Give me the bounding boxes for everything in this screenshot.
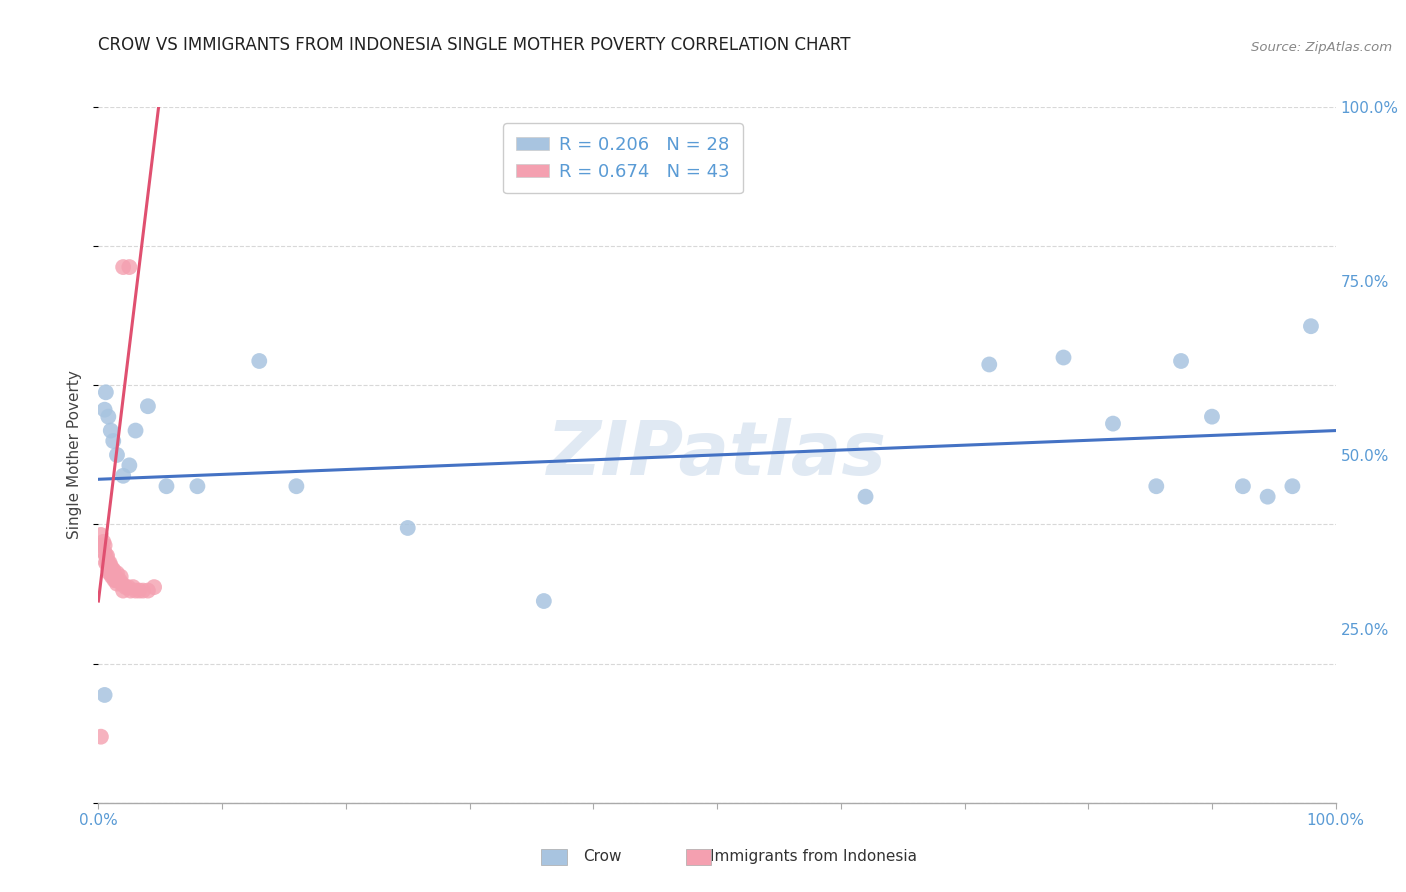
Point bbox=[533, 594, 555, 608]
Point bbox=[98, 566, 121, 581]
Point bbox=[94, 556, 117, 570]
Point bbox=[100, 566, 122, 581]
Point bbox=[103, 434, 125, 448]
Text: Crow: Crow bbox=[583, 849, 621, 863]
Point bbox=[97, 409, 120, 424]
Point bbox=[396, 521, 419, 535]
Point bbox=[98, 559, 121, 574]
Point bbox=[100, 559, 122, 574]
Point bbox=[105, 448, 128, 462]
Point bbox=[100, 424, 122, 438]
Point bbox=[1232, 479, 1254, 493]
Point bbox=[128, 583, 150, 598]
Point bbox=[143, 580, 166, 594]
Point bbox=[101, 570, 124, 584]
Point bbox=[117, 580, 139, 594]
Point bbox=[103, 563, 125, 577]
Point bbox=[1201, 409, 1223, 424]
Point bbox=[124, 583, 146, 598]
Point bbox=[155, 479, 177, 493]
Point bbox=[96, 556, 118, 570]
Point bbox=[1257, 490, 1279, 504]
Point bbox=[104, 570, 127, 584]
Point bbox=[108, 573, 131, 587]
Text: CROW VS IMMIGRANTS FROM INDONESIA SINGLE MOTHER POVERTY CORRELATION CHART: CROW VS IMMIGRANTS FROM INDONESIA SINGLE… bbox=[98, 36, 851, 54]
Point bbox=[136, 583, 159, 598]
Point bbox=[136, 399, 159, 413]
Point bbox=[112, 260, 135, 274]
Point bbox=[1102, 417, 1125, 431]
Point bbox=[1170, 354, 1192, 368]
Point bbox=[111, 576, 134, 591]
Point bbox=[122, 580, 145, 594]
Point bbox=[855, 490, 877, 504]
Point bbox=[93, 545, 115, 559]
Point bbox=[93, 688, 115, 702]
Point bbox=[1052, 351, 1074, 365]
Point bbox=[90, 538, 112, 552]
Point bbox=[103, 570, 125, 584]
Point bbox=[98, 556, 121, 570]
Point bbox=[1144, 479, 1167, 493]
Point bbox=[186, 479, 208, 493]
Text: Immigrants from Indonesia: Immigrants from Indonesia bbox=[710, 849, 917, 863]
Point bbox=[93, 402, 115, 417]
Point bbox=[120, 583, 142, 598]
Text: Source: ZipAtlas.com: Source: ZipAtlas.com bbox=[1251, 40, 1392, 54]
Point bbox=[103, 573, 125, 587]
Y-axis label: Single Mother Poverty: Single Mother Poverty bbox=[67, 370, 83, 540]
Point bbox=[90, 528, 112, 542]
Point bbox=[110, 570, 132, 584]
Point bbox=[979, 358, 1001, 372]
Point bbox=[285, 479, 308, 493]
Point bbox=[247, 354, 270, 368]
Point bbox=[118, 260, 141, 274]
Point bbox=[114, 580, 136, 594]
Point bbox=[105, 576, 128, 591]
Point bbox=[132, 583, 155, 598]
Point bbox=[1281, 479, 1303, 493]
Point bbox=[107, 573, 129, 587]
Legend: R = 0.206   N = 28, R = 0.674   N = 43: R = 0.206 N = 28, R = 0.674 N = 43 bbox=[503, 123, 742, 194]
Point bbox=[101, 563, 124, 577]
Point bbox=[104, 573, 127, 587]
Point bbox=[112, 468, 135, 483]
Text: ZIPatlas: ZIPatlas bbox=[547, 418, 887, 491]
Point bbox=[1299, 319, 1322, 334]
Point bbox=[90, 730, 112, 744]
Point bbox=[96, 549, 118, 563]
Point bbox=[97, 556, 120, 570]
Point bbox=[105, 566, 128, 581]
Point bbox=[94, 385, 117, 400]
Point bbox=[93, 538, 115, 552]
Point bbox=[93, 535, 115, 549]
Point bbox=[97, 563, 120, 577]
Point bbox=[103, 566, 125, 581]
Point bbox=[94, 549, 117, 563]
Point bbox=[112, 583, 135, 598]
Point bbox=[124, 424, 146, 438]
Point bbox=[118, 458, 141, 473]
